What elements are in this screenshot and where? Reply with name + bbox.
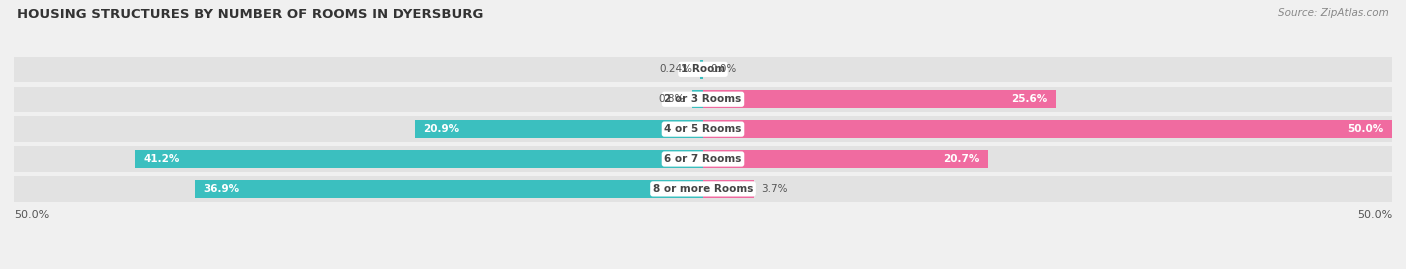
Bar: [135, 150, 703, 168]
Bar: [194, 180, 703, 198]
Bar: [703, 120, 1392, 138]
Bar: [14, 146, 1392, 172]
Bar: [14, 146, 1392, 172]
Bar: [14, 176, 1392, 201]
Text: 4 or 5 Rooms: 4 or 5 Rooms: [664, 124, 742, 134]
Text: 50.0%: 50.0%: [1347, 124, 1384, 134]
Bar: [700, 60, 703, 79]
Text: 50.0%: 50.0%: [1357, 210, 1392, 220]
Text: 41.2%: 41.2%: [143, 154, 180, 164]
Text: 20.7%: 20.7%: [943, 154, 980, 164]
Text: 1 Room: 1 Room: [681, 64, 725, 74]
Bar: [14, 176, 1392, 201]
Bar: [703, 180, 754, 198]
Bar: [692, 90, 703, 108]
Text: 25.6%: 25.6%: [1011, 94, 1047, 104]
Text: 36.9%: 36.9%: [202, 184, 239, 194]
Text: 50.0%: 50.0%: [14, 210, 49, 220]
Bar: [14, 57, 1392, 82]
Text: 20.9%: 20.9%: [423, 124, 460, 134]
Bar: [14, 116, 1392, 142]
Text: HOUSING STRUCTURES BY NUMBER OF ROOMS IN DYERSBURG: HOUSING STRUCTURES BY NUMBER OF ROOMS IN…: [17, 8, 484, 21]
Bar: [14, 57, 1392, 82]
Text: 0.24%: 0.24%: [659, 64, 693, 74]
Text: 8 or more Rooms: 8 or more Rooms: [652, 184, 754, 194]
Bar: [14, 87, 1392, 112]
Bar: [14, 87, 1392, 112]
Text: 0.8%: 0.8%: [659, 94, 685, 104]
Text: 3.7%: 3.7%: [761, 184, 787, 194]
Text: 0.0%: 0.0%: [710, 64, 737, 74]
Text: 6 or 7 Rooms: 6 or 7 Rooms: [664, 154, 742, 164]
Bar: [703, 90, 1056, 108]
Bar: [415, 120, 703, 138]
Text: Source: ZipAtlas.com: Source: ZipAtlas.com: [1278, 8, 1389, 18]
Bar: [14, 116, 1392, 142]
Text: 2 or 3 Rooms: 2 or 3 Rooms: [665, 94, 741, 104]
Bar: [703, 150, 988, 168]
